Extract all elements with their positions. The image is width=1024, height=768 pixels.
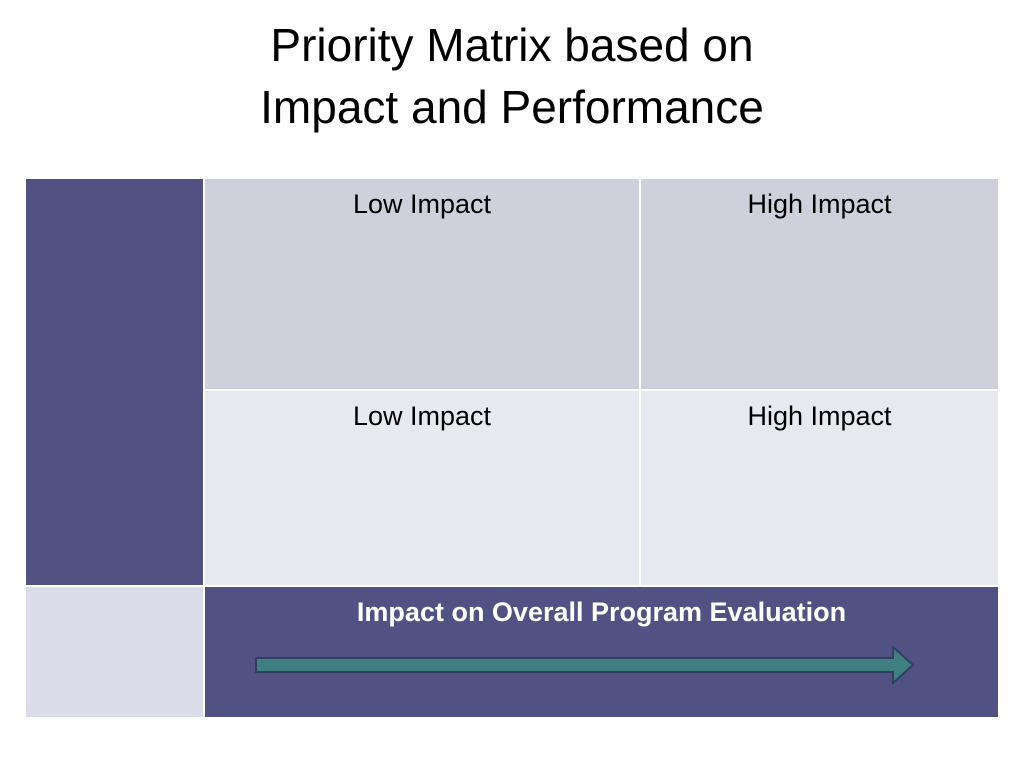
matrix-cell-top-right: High Impact — [641, 179, 998, 389]
right-arrow-icon — [255, 645, 915, 685]
matrix-cell-bottom-right: High Impact — [641, 391, 998, 585]
matrix-cell-top-left: Low Impact — [205, 179, 639, 389]
priority-matrix: Low Impact High Impact Low Impact High I… — [26, 179, 998, 721]
impact-axis-label: Impact on Overall Program Evaluation — [356, 597, 847, 627]
slide-title: Priority Matrix based on Impact and Perf… — [0, 14, 1024, 138]
title-line-2: Impact and Performance — [260, 81, 764, 133]
title-line-1: Priority Matrix based on — [270, 19, 754, 71]
matrix-cell-bottom-left: Low Impact — [205, 391, 639, 585]
matrix-corner-cell — [26, 587, 203, 717]
matrix-side-bar — [26, 179, 203, 585]
impact-axis-band: Impact on Overall Program Evaluation — [205, 587, 998, 717]
